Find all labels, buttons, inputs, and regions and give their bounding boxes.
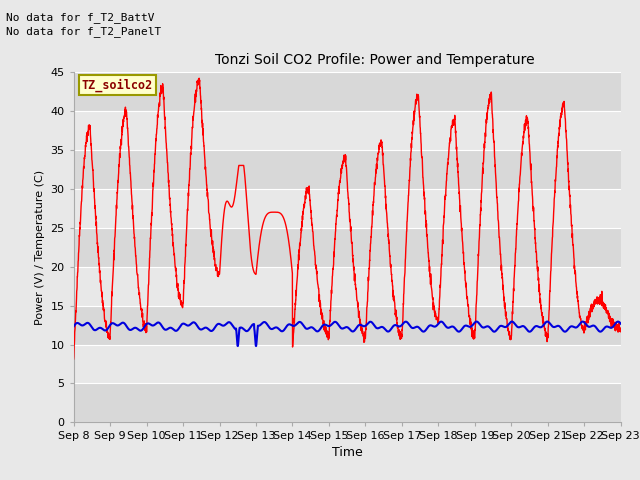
Text: TZ_soilco2: TZ_soilco2	[82, 78, 153, 92]
Bar	[74, 228, 621, 267]
X-axis label: Time: Time	[332, 445, 363, 458]
Bar	[74, 384, 621, 422]
Bar	[74, 345, 621, 384]
Title: Tonzi Soil CO2 Profile: Power and Temperature: Tonzi Soil CO2 Profile: Power and Temper…	[215, 53, 534, 67]
Text: No data for f_T2_PanelT: No data for f_T2_PanelT	[6, 26, 162, 37]
Bar	[74, 111, 621, 150]
Y-axis label: Power (V) / Temperature (C): Power (V) / Temperature (C)	[35, 169, 45, 325]
Bar	[74, 267, 621, 306]
Bar	[74, 72, 621, 111]
Bar	[74, 150, 621, 189]
Bar	[74, 306, 621, 345]
Bar	[74, 189, 621, 228]
Text: No data for f_T2_BattV: No data for f_T2_BattV	[6, 12, 155, 23]
